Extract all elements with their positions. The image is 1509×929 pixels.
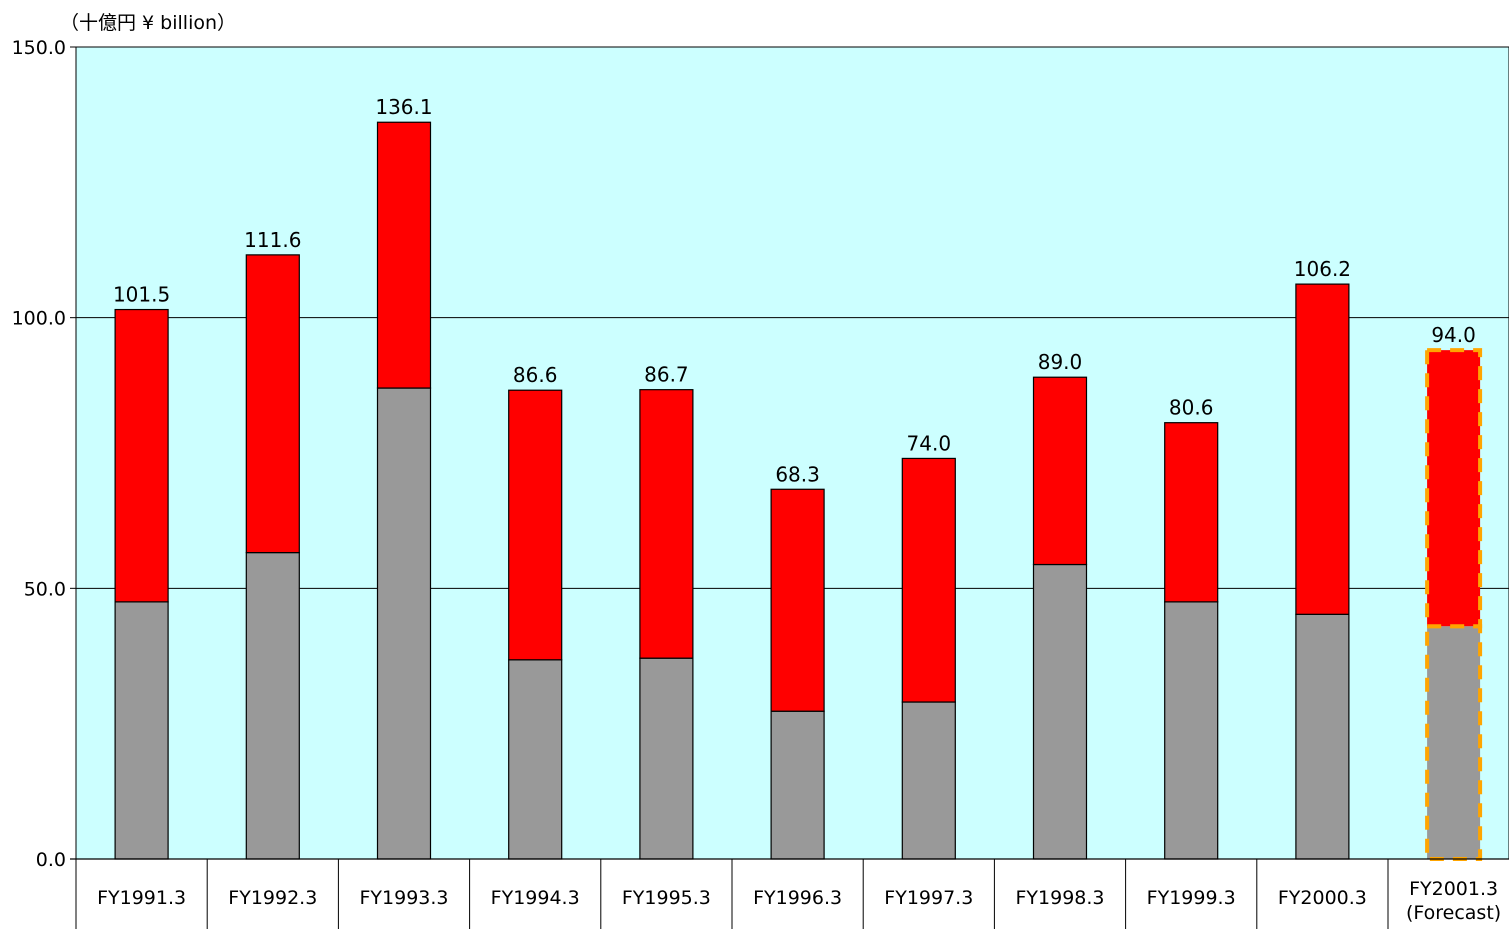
x-tick-label: FY2001.3	[1409, 878, 1498, 900]
y-tick-label: 50.0	[24, 578, 66, 600]
x-tick-label: FY1999.3	[1147, 887, 1236, 909]
bar-total-label: 106.2	[1294, 257, 1351, 281]
bar-segment-lower	[508, 659, 563, 860]
bar-segment-upper	[508, 389, 563, 661]
y-tick-label: 150.0	[12, 37, 66, 59]
bar-segment-lower	[1164, 601, 1219, 860]
bar-total-label: 101.5	[113, 283, 170, 307]
bar-segment-lower	[114, 601, 169, 860]
y-tick-label: 100.0	[12, 308, 66, 330]
x-tick-label: FY1993.3	[359, 887, 448, 909]
forecast-bar-segment-upper	[1425, 348, 1483, 629]
forecast-bar-segment-lower	[1425, 624, 1483, 862]
bar-segment-upper	[1295, 283, 1350, 615]
bar-total-label: 74.0	[907, 431, 952, 455]
y-tick-label: 0.0	[36, 849, 66, 871]
bar-total-label: 111.6	[244, 228, 301, 252]
y-axis-unit-label: （十億円 ¥ billion）	[60, 12, 237, 34]
bar-segment-upper	[770, 488, 825, 712]
bar-segment-lower	[639, 657, 694, 860]
bar-segment-upper	[639, 389, 694, 659]
bar-segment-lower	[1032, 563, 1088, 860]
bar-segment-lower	[770, 710, 825, 860]
x-tick-label: FY1997.3	[884, 887, 973, 909]
x-tick-label: FY1996.3	[753, 887, 842, 909]
bar-segment-lower	[376, 387, 432, 860]
bar-total-label: 89.0	[1038, 350, 1083, 374]
bar-total-label: 86.6	[513, 363, 558, 387]
bar-segment-upper	[1032, 376, 1088, 566]
bar-total-label: 136.1	[375, 95, 432, 119]
bar-segment-upper	[114, 308, 169, 603]
bar-segment-upper	[245, 254, 300, 554]
bar-segment-upper	[901, 457, 956, 703]
x-tick-label: (Forecast)	[1406, 902, 1501, 924]
x-tick-label: FY1994.3	[491, 887, 580, 909]
bar-segment-lower	[901, 701, 956, 860]
bar-total-label: 86.7	[644, 363, 689, 387]
bar-total-label: 94.0	[1431, 323, 1476, 347]
bar-segment-lower	[1295, 613, 1350, 860]
plot-area: 0.0 50.0 100.0 150.0 101.5 FY1991.3 111.6 FY199…	[12, 37, 1509, 929]
x-tick-label: FY2000.3	[1278, 887, 1367, 909]
bar-segment-upper	[376, 121, 432, 389]
bar-segment-upper	[1164, 422, 1219, 603]
bar-total-label: 80.6	[1169, 396, 1214, 420]
x-tick-label: FY1995.3	[622, 887, 711, 909]
x-tick-label: FY1991.3	[97, 887, 186, 909]
bar-segment-lower	[245, 552, 300, 860]
x-tick-label: FY1998.3	[1015, 887, 1104, 909]
x-tick-label: FY1992.3	[228, 887, 317, 909]
bar-total-label: 68.3	[775, 462, 820, 486]
